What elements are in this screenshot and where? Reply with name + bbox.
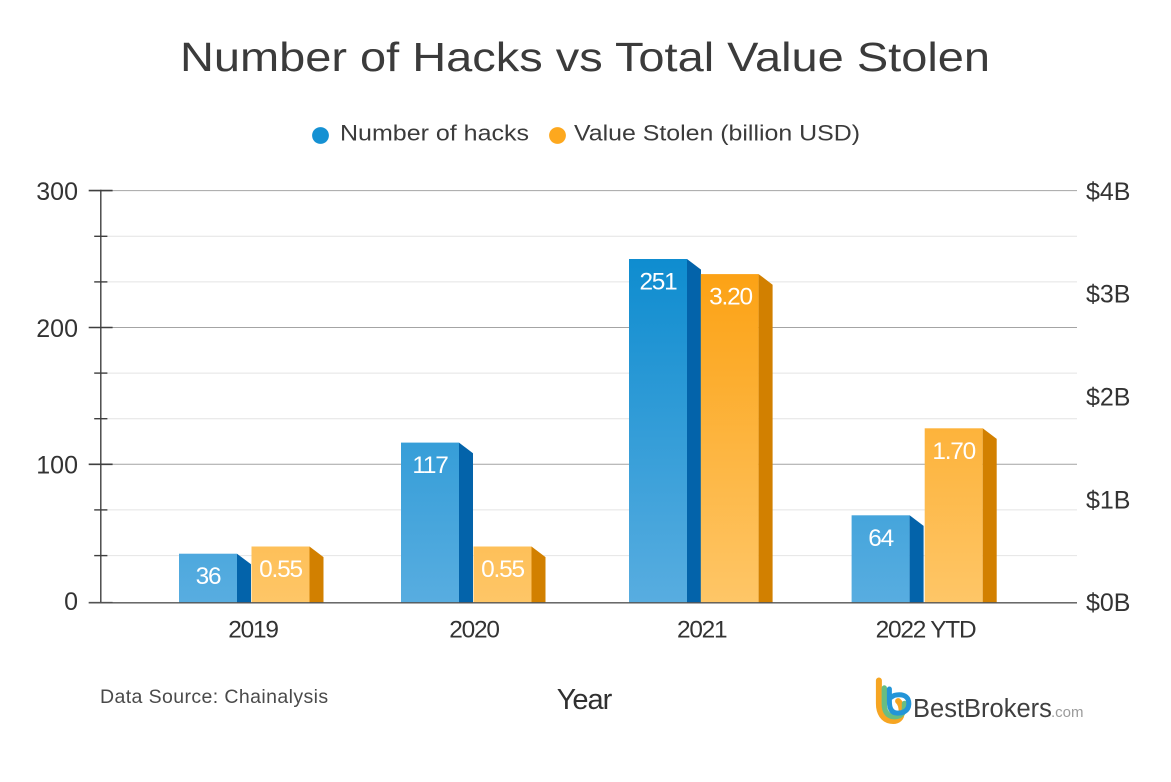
- svg-text:Value Stolen (billion USD): Value Stolen (billion USD): [574, 121, 860, 146]
- svg-text:1.70: 1.70: [932, 438, 975, 465]
- svg-text:0.55: 0.55: [259, 556, 302, 583]
- svg-text:300: 300: [36, 178, 78, 206]
- svg-text:117: 117: [412, 452, 448, 479]
- svg-text:Data Source: Chainalysis: Data Source: Chainalysis: [100, 686, 329, 708]
- svg-text:0: 0: [64, 588, 78, 616]
- svg-text:0.55: 0.55: [481, 556, 524, 583]
- svg-text:251: 251: [639, 269, 677, 296]
- svg-text:Number of Hacks vs Total Value: Number of Hacks vs Total Value Stolen: [180, 34, 990, 80]
- svg-text:36: 36: [196, 563, 221, 590]
- svg-text:$1B: $1B: [1086, 486, 1130, 514]
- svg-text:$3B: $3B: [1086, 281, 1130, 309]
- svg-text:64: 64: [868, 525, 893, 552]
- svg-text:Number of hacks: Number of hacks: [340, 121, 529, 146]
- svg-text:BestBrokers: BestBrokers: [913, 695, 1052, 723]
- svg-text:.com: .com: [1051, 704, 1084, 721]
- svg-text:2019: 2019: [228, 617, 278, 644]
- svg-text:2021: 2021: [677, 617, 727, 644]
- svg-text:$2B: $2B: [1086, 384, 1130, 412]
- svg-text:$4B: $4B: [1086, 178, 1130, 206]
- svg-text:3.20: 3.20: [709, 284, 752, 311]
- svg-text:200: 200: [36, 315, 78, 343]
- svg-text:2020: 2020: [449, 617, 499, 644]
- svg-text:2022 YTD: 2022 YTD: [876, 617, 976, 644]
- svg-text:Year: Year: [557, 684, 613, 716]
- svg-text:$0B: $0B: [1086, 589, 1130, 617]
- svg-text:100: 100: [36, 452, 78, 480]
